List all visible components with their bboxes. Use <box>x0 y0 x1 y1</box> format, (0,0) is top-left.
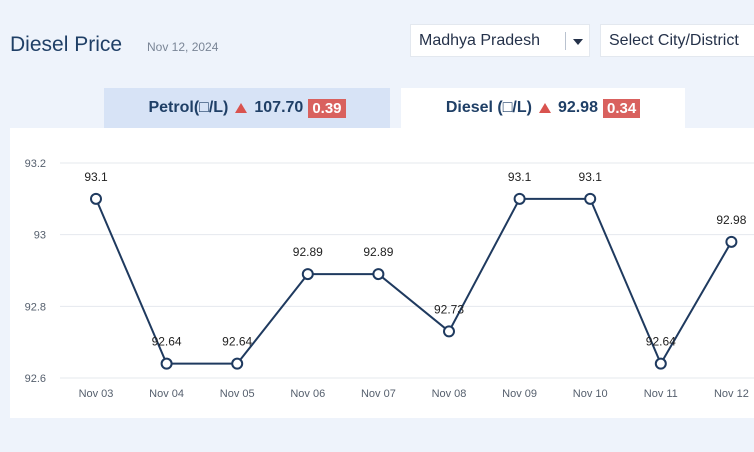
tab-diesel[interactable]: Diesel (□/L) 92.98 0.34 <box>401 88 685 128</box>
price-date: Nov 12, 2024 <box>147 40 219 54</box>
petrol-price: 107.70 <box>254 99 304 116</box>
price-up-icon <box>235 103 248 113</box>
tab-petrol[interactable]: Petrol(□/L) 107.70 0.39 <box>104 88 390 128</box>
diesel-tab-label: Diesel (□/L) <box>445 99 532 116</box>
petrol-tab-label: Petrol(□/L) <box>148 99 229 116</box>
city-select-placeholder: Select City/District <box>609 32 739 49</box>
state-select-value: Madhya Pradesh <box>419 32 540 49</box>
diesel-price: 92.98 <box>557 99 598 116</box>
page-title: Diesel Price <box>10 33 123 56</box>
city-select[interactable]: Select City/District <box>600 24 754 57</box>
chevron-down-icon[interactable] <box>573 39 583 45</box>
diesel-change-badge: 0.34 <box>602 98 641 118</box>
select-divider <box>565 32 566 50</box>
chart-panel <box>10 128 754 418</box>
petrol-change-badge: 0.39 <box>308 98 346 118</box>
state-select[interactable]: Madhya Pradesh <box>410 24 590 57</box>
price-up-icon <box>538 103 551 113</box>
